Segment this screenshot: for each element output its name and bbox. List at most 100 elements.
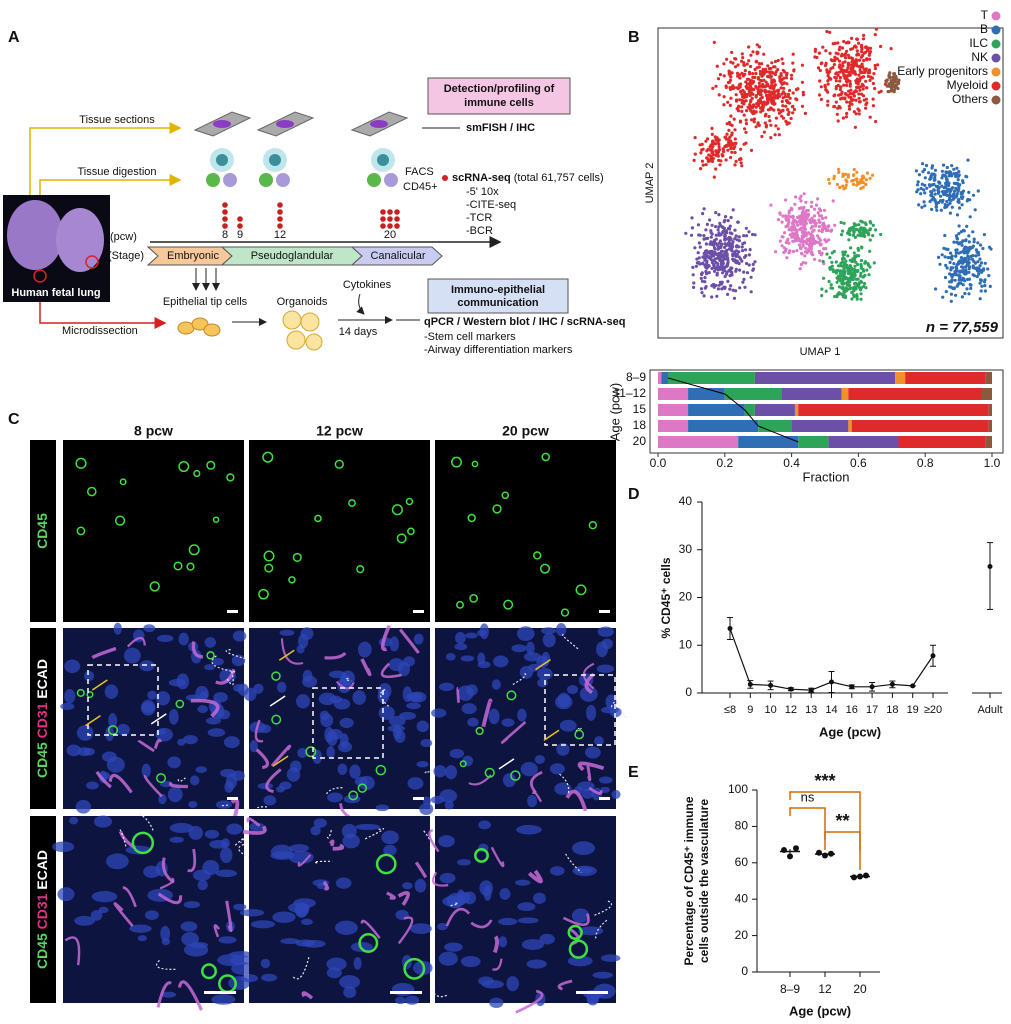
umap-point	[757, 45, 762, 49]
umap-point	[718, 221, 722, 225]
umap-point	[839, 97, 843, 101]
umap-point	[986, 267, 990, 271]
umap-point	[844, 92, 848, 96]
y-tick-label: 0	[685, 685, 692, 699]
immune-cell	[451, 456, 462, 468]
umap-point	[724, 230, 728, 234]
nucleus	[596, 641, 608, 658]
umap-point	[762, 52, 766, 56]
umap-point	[785, 82, 789, 86]
umap-point	[703, 276, 707, 280]
immune-cell	[305, 746, 317, 758]
umap-point	[766, 108, 771, 112]
nucleus	[207, 728, 226, 737]
umap-point	[754, 71, 758, 76]
umap-point	[816, 66, 821, 70]
umap-point	[697, 241, 702, 245]
legend-swatch	[991, 81, 1001, 91]
bar-segment	[905, 372, 986, 384]
umap-point	[727, 72, 731, 76]
nucleus	[243, 687, 257, 702]
axis-label: Percentage of CD45⁺ immune	[682, 796, 696, 965]
umap-point	[753, 260, 757, 264]
umap-point	[710, 223, 714, 227]
umap-point	[841, 174, 845, 178]
umap-point	[733, 137, 737, 141]
umap-point	[738, 98, 742, 102]
umap-point	[700, 159, 705, 163]
immune-cell	[533, 551, 542, 560]
umap-point	[847, 104, 851, 108]
nucleus	[517, 708, 527, 722]
immune-cell	[271, 714, 282, 725]
nucleus	[91, 891, 118, 903]
umap-point	[752, 117, 757, 121]
umap-point	[842, 221, 846, 225]
nucleus	[594, 736, 604, 746]
umap-point	[892, 88, 897, 92]
umap-point	[734, 234, 738, 238]
umap-point	[792, 223, 796, 227]
vessel	[270, 744, 292, 768]
umap-point	[869, 46, 873, 50]
umap-point	[730, 50, 734, 55]
label: -Airway differentiation markers	[424, 344, 573, 356]
umap-point	[940, 253, 944, 257]
umap-point	[857, 53, 861, 57]
data-point	[788, 686, 794, 692]
umap-point	[971, 193, 976, 197]
umap-point	[846, 63, 850, 67]
umap-point	[859, 219, 863, 223]
label: (total 61,757 cells)	[514, 172, 604, 184]
umap-point	[833, 223, 837, 227]
data-point	[910, 683, 916, 689]
umap-point	[930, 207, 934, 211]
bar-segment	[668, 372, 755, 384]
umap-point	[746, 82, 750, 86]
umap-point	[804, 200, 808, 204]
label: (Stage)	[108, 250, 144, 262]
umap-point	[921, 162, 925, 166]
immune-cell	[568, 939, 589, 959]
umap-point	[782, 250, 786, 254]
umap-point	[730, 270, 734, 275]
nucleus	[231, 962, 255, 975]
vessel	[191, 641, 204, 659]
data-point	[747, 681, 753, 687]
bar-segment	[754, 404, 795, 416]
nucleus	[144, 910, 159, 921]
nucleus	[355, 823, 381, 831]
umap-point	[689, 233, 694, 237]
umap-point	[893, 84, 898, 88]
nucleus	[339, 733, 349, 749]
umap-point	[780, 82, 784, 86]
umap-point	[749, 64, 753, 69]
umap-point	[779, 86, 783, 90]
umap-point	[977, 272, 981, 276]
umap-point	[860, 226, 864, 230]
timepoint: 8	[222, 229, 228, 241]
umap-point	[787, 218, 791, 222]
umap-point	[950, 164, 954, 168]
umap-point	[760, 71, 764, 75]
umap-point	[781, 214, 785, 218]
umap-point	[723, 238, 727, 242]
umap-point	[704, 242, 709, 246]
nucleus	[611, 789, 621, 799]
umap-point	[699, 276, 703, 280]
umap-point	[949, 170, 953, 175]
axis-label: Age (pcw)	[607, 383, 622, 442]
method: -CITE-seq	[466, 199, 516, 211]
umap-point	[738, 286, 742, 290]
umap-point	[919, 192, 923, 196]
umap-point	[843, 96, 847, 100]
umap-point	[838, 264, 843, 268]
nucleus	[197, 879, 208, 891]
umap-point	[955, 171, 959, 176]
label: CD45+	[403, 181, 438, 193]
umap-point	[696, 251, 700, 255]
umap-point	[863, 234, 867, 238]
immune-cell	[375, 853, 397, 875]
umap-point	[818, 208, 823, 213]
umap-point	[848, 79, 852, 83]
